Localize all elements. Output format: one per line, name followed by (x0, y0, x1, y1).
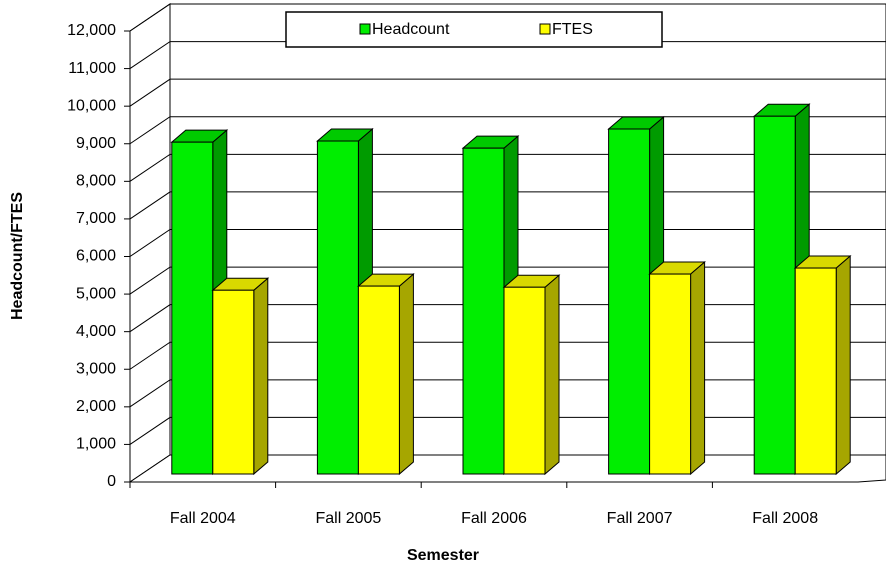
legend-swatch (359, 23, 371, 35)
y-tick-label: 8,000 (76, 173, 116, 190)
bar-side (835, 254, 851, 476)
y-tick-label: 1,000 (76, 436, 116, 453)
grid-line (129, 78, 886, 107)
bar (357, 272, 415, 476)
y-tick-label: 3,000 (76, 360, 116, 377)
legend-label: FTES (552, 21, 593, 38)
x-tick-label: Fall 2006 (461, 510, 527, 527)
bar-side (253, 277, 269, 476)
bar (793, 254, 852, 476)
bar (502, 274, 561, 476)
bar-front (608, 128, 651, 475)
x-tick-label: Fall 2005 (315, 510, 381, 527)
bar-front (357, 285, 400, 475)
bar-front (462, 147, 505, 475)
legend-box (285, 11, 663, 48)
x-tick-label: Fall 2004 (170, 510, 236, 527)
y-axis-title: Headcount/FTES (9, 192, 26, 320)
bar-front (503, 286, 546, 475)
y-tick-label: 4,000 (76, 323, 116, 340)
bar-side (544, 274, 560, 476)
x-tick-label: Fall 2007 (607, 510, 673, 527)
y-tick-label: 6,000 (76, 248, 116, 265)
y-tick-label: 10,000 (67, 97, 116, 114)
x-tick-label: Fall 2008 (752, 510, 818, 527)
bar-front (649, 273, 692, 475)
bar-front (753, 115, 796, 475)
x-axis-title: Semester (407, 547, 479, 564)
y-tick-label: 0 (107, 473, 116, 490)
y-tick-label: 5,000 (76, 285, 116, 302)
bar (316, 127, 374, 476)
bar-front (794, 267, 837, 475)
y-tick-label: 11,000 (68, 60, 116, 77)
bar-front (171, 141, 214, 475)
y-tick-label: 12,000 (67, 22, 116, 39)
y-tick-label: 2,000 (76, 398, 116, 415)
bar-front (212, 289, 255, 475)
bar-front (316, 140, 359, 475)
bar-side (690, 260, 706, 476)
legend-swatch (539, 23, 551, 35)
legend-label: Headcount (372, 21, 450, 38)
bar (648, 260, 706, 476)
bar-side (398, 272, 414, 476)
bar (211, 277, 270, 476)
y-tick-label: 9,000 (76, 135, 116, 152)
y-tick-label: 7,000 (76, 210, 116, 227)
grid-line (129, 3, 886, 32)
